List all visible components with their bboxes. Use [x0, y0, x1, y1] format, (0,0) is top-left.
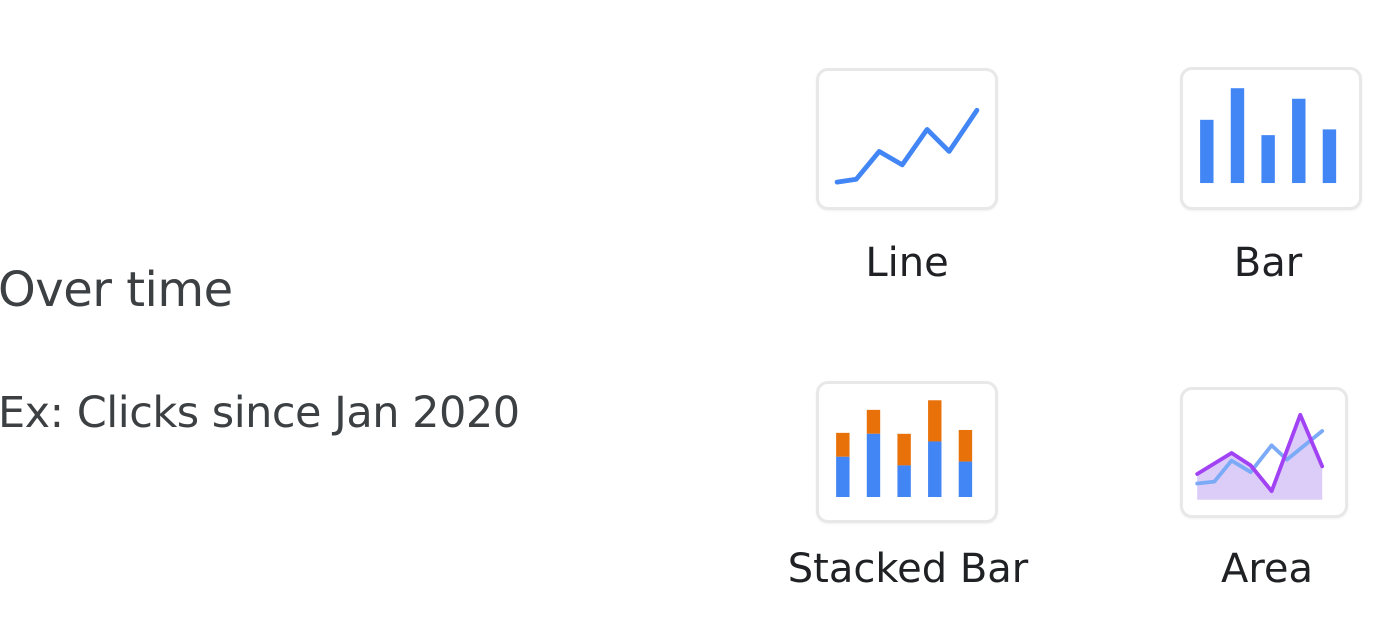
area-chart-label: Area	[1220, 546, 1314, 592]
stacked-bar-chart-option[interactable]	[816, 381, 998, 523]
line-chart-icon	[834, 107, 980, 185]
area-chart-icon	[1195, 412, 1325, 500]
line-chart-label: Line	[865, 240, 949, 286]
area-chart-option[interactable]	[1180, 387, 1348, 518]
bar-chart-icon	[1200, 88, 1337, 184]
line-chart-option[interactable]	[816, 68, 998, 210]
stacked-bar-chart-icon	[836, 400, 973, 498]
over-time-example: Ex: Clicks since Jan 2020	[0, 388, 520, 438]
over-time-heading: Over time	[0, 262, 233, 318]
stacked-bar-chart-label: Stacked Bar	[787, 546, 1029, 592]
bar-chart-label: Bar	[1233, 240, 1303, 286]
bar-chart-option[interactable]	[1180, 67, 1362, 210]
